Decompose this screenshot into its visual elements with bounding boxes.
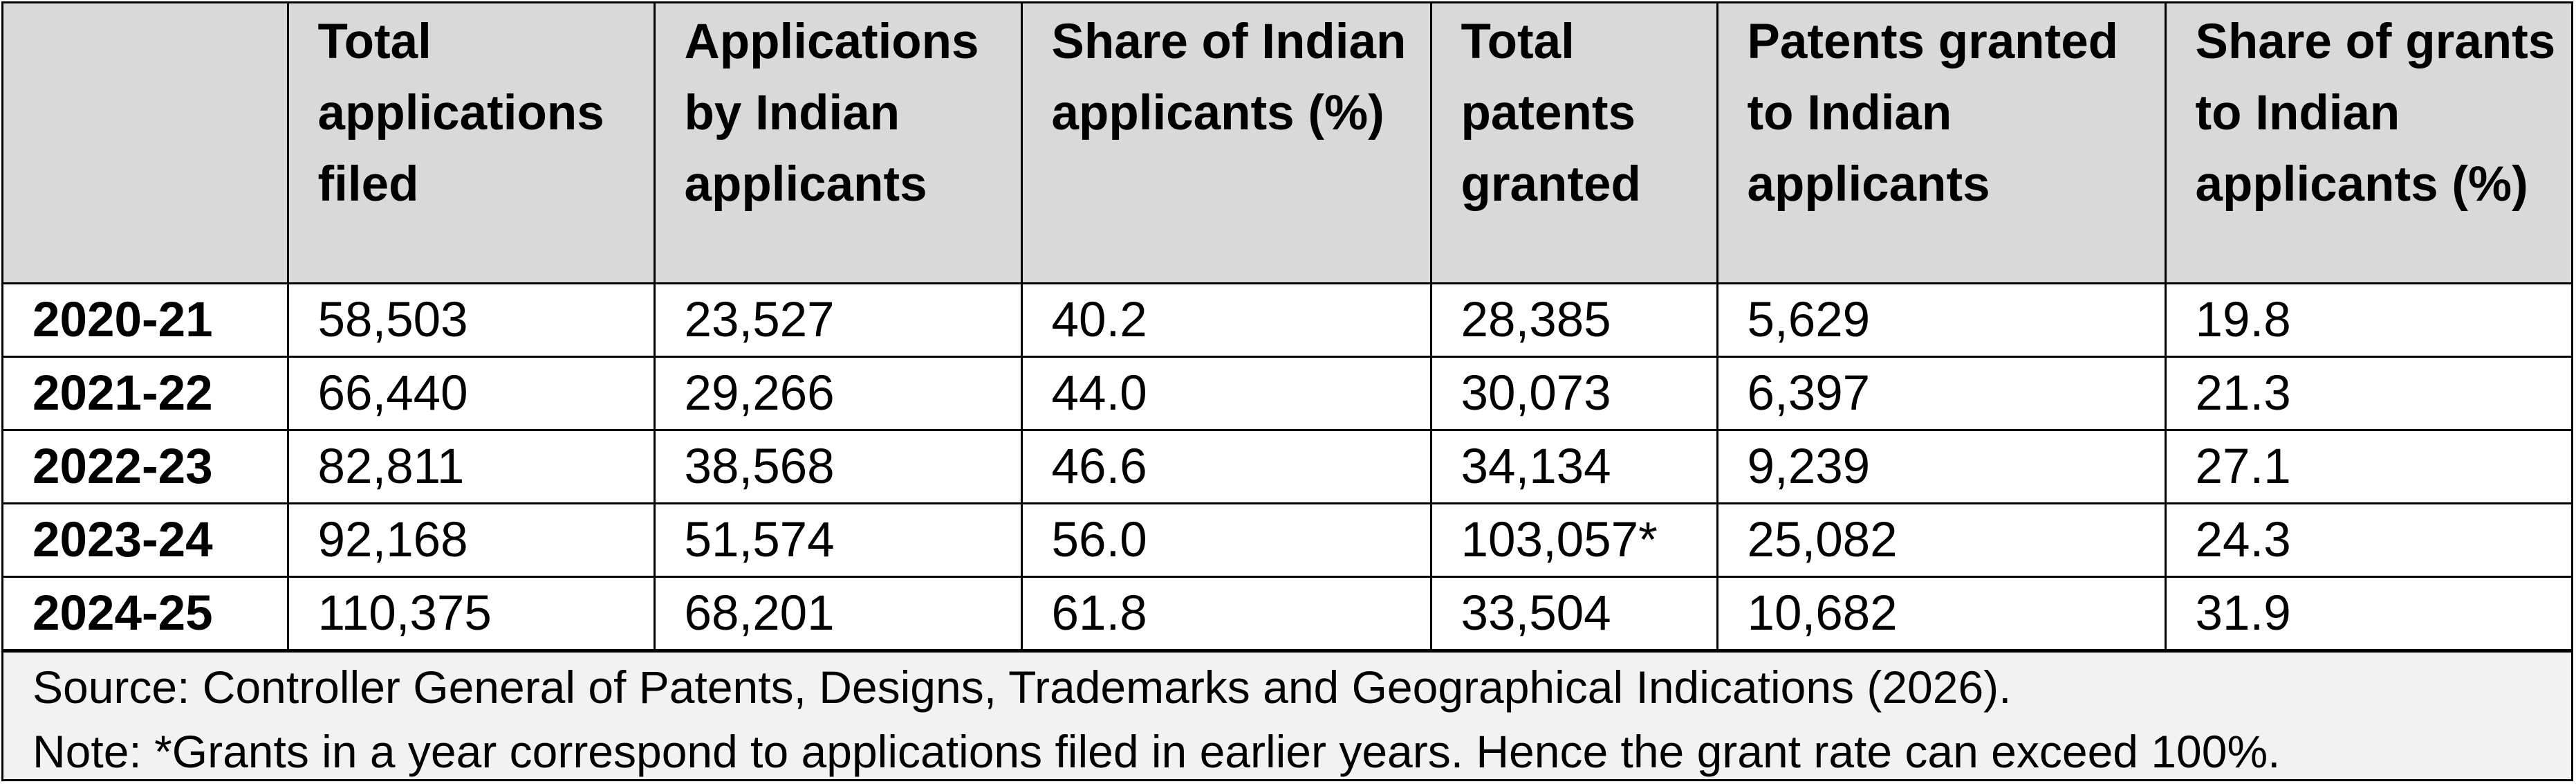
table-cell: 82,811 <box>286 430 656 504</box>
table-cell: 56.0 <box>1020 503 1432 578</box>
row-year-cell: 2022-23 <box>3 430 289 504</box>
table-cell: 24.3 <box>2164 503 2571 578</box>
table-cell: 25,082 <box>1716 503 2167 578</box>
header-cell-total-applications: Total applications filed <box>286 3 656 284</box>
table-row: 2023-24 92,168 51,574 56.0 103,057* 25,0… <box>3 503 2571 578</box>
row-year-cell: 2020-21 <box>3 283 289 358</box>
table-cell: 68,201 <box>653 576 1023 651</box>
table-cell: 44.0 <box>1020 356 1432 431</box>
table-cell: 28,385 <box>1429 283 1718 358</box>
table-cell: 103,057* <box>1429 503 1718 578</box>
table-cell: 21.3 <box>2164 356 2571 431</box>
header-cell-total-granted: Total patents granted <box>1429 3 1718 284</box>
table-header-row: Total applications filed Applications by… <box>3 3 2571 284</box>
table-row: 2020-21 58,503 23,527 40.2 28,385 5,629 … <box>3 283 2571 358</box>
table-cell: 46.6 <box>1020 430 1432 504</box>
table-cell: 30,073 <box>1429 356 1718 431</box>
header-cell-indian-granted: Patents granted to Indian applicants <box>1716 3 2167 284</box>
header-cell-indian-grant-share: Share of grants to Indian applicants (%) <box>2164 3 2571 284</box>
row-year-cell: 2024-25 <box>3 576 289 651</box>
table-footer: Source: Controller General of Patents, D… <box>3 650 2571 779</box>
header-cell-year <box>3 3 289 284</box>
source-note: Source: Controller General of Patents, D… <box>33 662 2012 713</box>
table-cell: 5,629 <box>1716 283 2167 358</box>
table-cell: 58,503 <box>286 283 656 358</box>
header-cell-indian-share: Share of Indian applicants (%) <box>1020 3 1432 284</box>
table-cell: 61.8 <box>1020 576 1432 651</box>
table-cell: 29,266 <box>653 356 1023 431</box>
table-cell: 27.1 <box>2164 430 2571 504</box>
table-cell: 40.2 <box>1020 283 1432 358</box>
grant-note: Note: *Grants in a year correspond to ap… <box>33 726 2281 777</box>
table-row: 2022-23 82,811 38,568 46.6 34,134 9,239 … <box>3 430 2571 504</box>
table-cell: 33,504 <box>1429 576 1718 651</box>
patent-statistics-table: Total applications filed Applications by… <box>3 3 2571 651</box>
table-cell: 66,440 <box>286 356 656 431</box>
table-cell: 110,375 <box>286 576 656 651</box>
table-cell: 51,574 <box>653 503 1023 578</box>
table-cell: 10,682 <box>1716 576 2167 651</box>
table-cell: 23,527 <box>653 283 1023 358</box>
table-cell: 9,239 <box>1716 430 2167 504</box>
table-cell: 34,134 <box>1429 430 1718 504</box>
row-year-cell: 2023-24 <box>3 503 289 578</box>
row-year-cell: 2021-22 <box>3 356 289 431</box>
table-cell: 31.9 <box>2164 576 2571 651</box>
header-cell-indian-applications: Applications by Indian applicants <box>653 3 1023 284</box>
table-cell: 6,397 <box>1716 356 2167 431</box>
table-cell: 92,168 <box>286 503 656 578</box>
table-cell: 19.8 <box>2164 283 2571 358</box>
table-row: 2021-22 66,440 29,266 44.0 30,073 6,397 … <box>3 356 2571 431</box>
table-row: 2024-25 110,375 68,201 61.8 33,504 10,68… <box>3 576 2571 651</box>
table-cell: 38,568 <box>653 430 1023 504</box>
